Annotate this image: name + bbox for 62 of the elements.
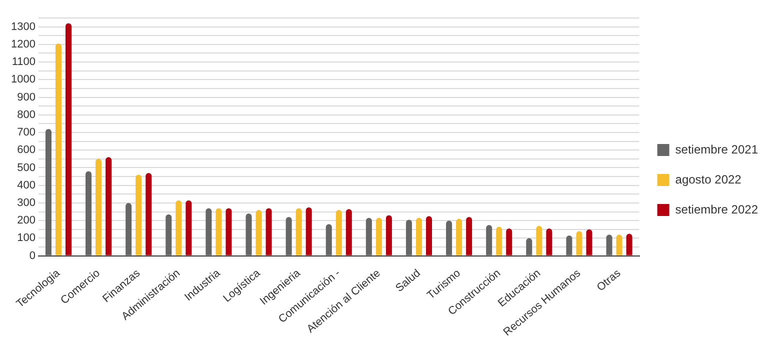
bar xyxy=(86,171,92,256)
y-tick-label: 400 xyxy=(17,179,36,192)
bar xyxy=(526,238,532,256)
bar xyxy=(206,208,212,256)
bar xyxy=(426,216,432,256)
bar xyxy=(416,218,422,256)
y-tick-label: 900 xyxy=(17,91,36,104)
y-tick-label: 1000 xyxy=(10,74,36,86)
bar xyxy=(146,173,152,256)
bar xyxy=(456,218,462,256)
y-tick-label: 1200 xyxy=(10,38,36,50)
y-tick-label: 1300 xyxy=(10,20,36,33)
bar xyxy=(336,210,342,256)
bar xyxy=(376,218,382,256)
bar xyxy=(466,217,472,256)
bar xyxy=(246,214,252,256)
bar xyxy=(66,23,72,256)
bar xyxy=(496,226,502,256)
bar xyxy=(546,228,552,256)
bar xyxy=(136,174,142,256)
legend-label: setiembre 2021 xyxy=(675,142,758,156)
bar xyxy=(45,128,52,256)
y-tick-label: 300 xyxy=(17,196,36,209)
bar xyxy=(446,220,452,256)
bar xyxy=(306,207,312,256)
bar xyxy=(616,234,622,256)
bar xyxy=(266,208,272,256)
y-tick-label: 0 xyxy=(29,250,36,262)
y-tick-label: 800 xyxy=(17,108,36,121)
y-tick-label: 200 xyxy=(17,214,36,227)
legend-label: agosto 2022 xyxy=(675,172,742,186)
bar xyxy=(506,228,512,256)
bar xyxy=(576,231,582,256)
bar xyxy=(296,208,302,256)
y-tick-label: 1100 xyxy=(12,56,36,68)
bar xyxy=(256,210,262,256)
bar xyxy=(96,158,102,256)
bar xyxy=(346,209,352,256)
bar xyxy=(566,236,572,256)
y-tick-label: 700 xyxy=(17,126,36,139)
bar xyxy=(326,224,332,256)
bar xyxy=(226,208,232,256)
bar xyxy=(216,208,222,256)
bar xyxy=(486,224,492,256)
y-tick-label: 600 xyxy=(17,144,36,156)
bar xyxy=(186,200,192,256)
y-tick-label: 100 xyxy=(17,232,36,244)
bar xyxy=(406,220,412,256)
bar xyxy=(126,202,132,256)
bar xyxy=(626,234,632,256)
bar xyxy=(366,218,372,256)
bar xyxy=(166,214,172,256)
bar xyxy=(606,234,612,256)
legend-label: setiembre 2022 xyxy=(675,202,758,216)
bar xyxy=(176,200,182,256)
bar xyxy=(286,217,292,256)
bar xyxy=(106,157,112,256)
bar xyxy=(55,44,62,256)
bar xyxy=(536,226,542,256)
bar xyxy=(586,229,592,256)
y-tick-label: 500 xyxy=(17,162,36,174)
bar xyxy=(386,215,392,256)
